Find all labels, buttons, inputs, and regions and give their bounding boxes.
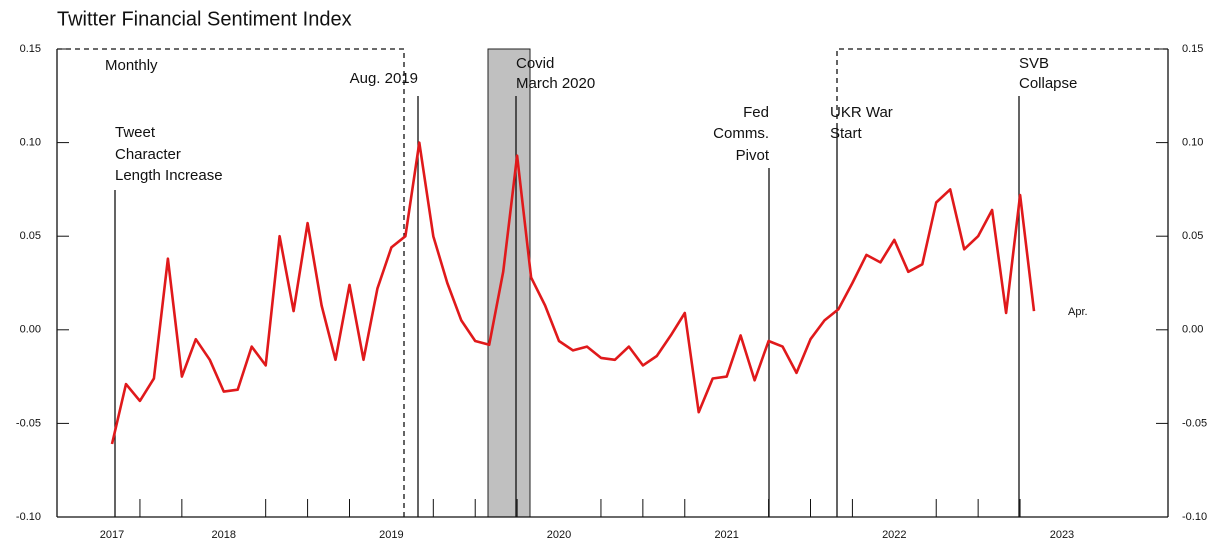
y2-tick-label: -0.10 [1182, 511, 1207, 523]
y2-tick-label: 0.05 [1182, 230, 1203, 242]
x-tick-label: 2021 [714, 529, 738, 541]
annotation: Fed [743, 104, 769, 121]
annotation: March 2020 [516, 75, 595, 92]
period-bracket [836, 48, 1168, 123]
y-tick-label: 0.00 [20, 324, 41, 336]
x-tick-label: 2019 [379, 529, 403, 541]
x-tick-label: 2023 [1050, 529, 1074, 541]
y2-tick-label: 0.00 [1182, 324, 1203, 336]
y-tick-label: 0.10 [20, 137, 41, 149]
annotation: Length Increase [115, 167, 223, 184]
y2-tick-label: -0.05 [1182, 417, 1207, 429]
x-tick-label: 2018 [212, 529, 236, 541]
annotation: Comms. [713, 125, 769, 142]
y2-tick-label: 0.10 [1182, 137, 1203, 149]
annotation: Pivot [736, 147, 770, 164]
covid-shading [487, 48, 531, 518]
series-line [110, 141, 1036, 445]
annotation: Apr. [1068, 306, 1088, 318]
annotation: Covid [516, 55, 554, 72]
y-tick-label: 0.05 [20, 230, 41, 242]
annotation: Character [115, 146, 181, 163]
y-tick-label: 0.15 [20, 43, 41, 55]
x-tick-label: 2020 [547, 529, 571, 541]
y-tick-label: -0.10 [16, 511, 41, 523]
annotation: SVB [1019, 55, 1049, 72]
annotation: Start [830, 125, 863, 142]
annotation: Monthly [105, 57, 158, 74]
annotation: UKR War [830, 104, 893, 121]
annotation: Collapse [1019, 75, 1077, 92]
annotation: Aug. 2019 [350, 70, 418, 87]
y2-tick-label: 0.15 [1182, 43, 1203, 55]
frame [56, 48, 1169, 518]
annotation: Tweet [115, 124, 156, 141]
chart-title: Twitter Financial Sentiment Index [57, 8, 352, 30]
x-tick-label: 2022 [882, 529, 906, 541]
period-bracket [57, 48, 405, 517]
x-tick-label: 2017 [100, 529, 124, 541]
y-tick-label: -0.05 [16, 417, 41, 429]
